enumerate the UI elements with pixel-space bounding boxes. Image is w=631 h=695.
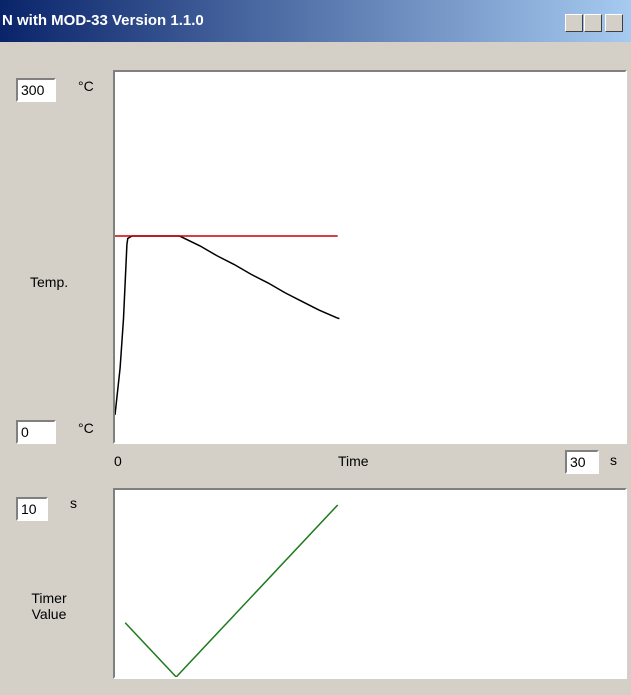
- x-axis-label: Time: [338, 453, 369, 469]
- timer-unit: s: [70, 495, 77, 511]
- timer-axis-label: Timer Value: [31, 590, 67, 622]
- minimize-button[interactable]: [565, 14, 583, 32]
- x-axis-start: 0: [114, 453, 122, 469]
- temp-max-input[interactable]: 300: [16, 78, 56, 102]
- series-line: [124, 504, 339, 677]
- title-bar: [0, 0, 631, 42]
- timer-max-input[interactable]: 10: [16, 497, 48, 521]
- temp-unit: °C: [78, 78, 94, 94]
- time-unit: s: [610, 452, 617, 468]
- temp-unit: °C: [78, 420, 94, 436]
- window-title: N with MOD-33 Version 1.1.0: [2, 12, 204, 29]
- time-range-input[interactable]: 30: [565, 450, 599, 474]
- timer-plot: [113, 488, 627, 679]
- y-axis-label: Temp.: [30, 274, 69, 290]
- temperature-plot: [113, 70, 627, 444]
- maximize-button[interactable]: [584, 14, 602, 32]
- series-line: [115, 235, 340, 415]
- close-button[interactable]: [605, 14, 623, 32]
- temp-min-input[interactable]: 0: [16, 420, 56, 444]
